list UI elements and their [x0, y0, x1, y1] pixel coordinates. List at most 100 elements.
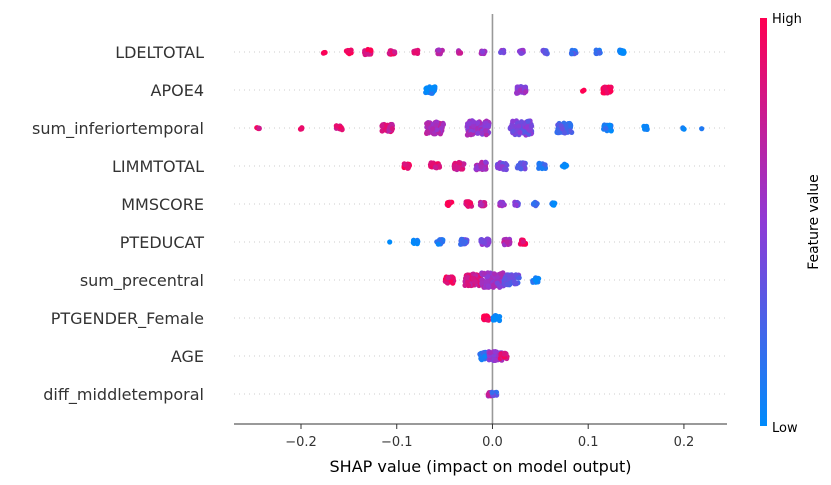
shap-point: [461, 241, 467, 247]
shap-point: [435, 241, 441, 247]
shap-point: [523, 89, 529, 95]
shap-point: [497, 200, 503, 206]
shap-point: [518, 50, 524, 56]
shap-point: [485, 283, 491, 289]
shap-point: [492, 349, 498, 355]
shap-point: [478, 164, 484, 170]
shap-point: [486, 123, 492, 129]
shap-point: [429, 85, 435, 91]
colorbar-gradient: [760, 18, 767, 426]
shap-point: [436, 47, 442, 53]
shap-point: [491, 271, 497, 277]
shap-point: [559, 126, 565, 132]
shap-point: [510, 128, 516, 134]
shap-point: [517, 87, 523, 93]
shap-point: [513, 202, 519, 208]
shap-point: [509, 272, 515, 279]
feature-labels: LDELTOTAL APOE4 sum_inferiortemporal LIMMTO…: [32, 43, 204, 405]
shap-point: [494, 280, 500, 286]
shap-point: [517, 129, 523, 136]
shap-point: [433, 122, 439, 128]
x-tick-label: −0.2: [285, 435, 317, 450]
shap-point: [581, 87, 587, 93]
shap-point: [464, 199, 470, 205]
shap-point: [436, 164, 443, 170]
shap-point: [465, 274, 471, 281]
shap-point: [520, 239, 526, 245]
shap-point: [455, 164, 461, 170]
shap-point: [430, 126, 436, 132]
feature-label: sum_inferiortemporal: [32, 119, 204, 139]
colorbar: High Low Feature value: [760, 12, 822, 436]
shap-point: [498, 49, 504, 56]
shap-point: [524, 124, 530, 130]
shap-point: [424, 121, 430, 127]
x-tick-label: 0.2: [674, 435, 695, 450]
shap-point: [513, 272, 519, 278]
x-axis-ticks: −0.2 −0.1 0.0 0.1 0.2: [285, 424, 694, 450]
shap-point: [511, 279, 517, 285]
x-tick-label: 0.1: [578, 435, 599, 450]
shap-point: [485, 391, 491, 397]
shap-point: [483, 159, 489, 165]
shap-point: [392, 49, 398, 55]
shap-point: [472, 279, 478, 285]
shap-point: [644, 126, 650, 132]
shap-point: [681, 126, 687, 132]
shap-point: [438, 125, 444, 131]
shap-point: [504, 239, 510, 245]
shap-point: [527, 128, 533, 134]
shap-point: [460, 162, 466, 168]
shap-point: [424, 129, 431, 135]
shap-point: [424, 89, 430, 95]
shap-point: [596, 49, 603, 56]
colorbar-title: Feature value: [806, 174, 822, 270]
shap-point: [542, 50, 548, 56]
shap-point: [498, 271, 504, 277]
shap-point: [491, 282, 497, 289]
shap-point: [539, 165, 545, 172]
x-axis-title: SHAP value (impact on model output): [330, 457, 632, 476]
shap-point: [608, 128, 614, 134]
shap-point: [504, 281, 511, 287]
shap-point: [516, 123, 522, 129]
feature-label: AGE: [171, 347, 204, 366]
shap-point: [413, 50, 419, 56]
shap-point: [514, 90, 520, 96]
shap-point: [561, 130, 568, 136]
shap-point: [484, 279, 490, 285]
feature-label: LDELTOTAL: [115, 43, 204, 62]
feature-label: PTGENDER_Female: [51, 309, 204, 329]
shap-point: [415, 238, 421, 244]
shap-point: [518, 119, 525, 125]
shap-point: [256, 125, 262, 131]
shap-point: [608, 88, 614, 94]
shap-point: [495, 164, 501, 170]
shap-point: [502, 166, 508, 172]
shap-point: [448, 278, 454, 284]
shap-point: [510, 118, 516, 124]
shap-point: [389, 126, 395, 132]
shap-point: [501, 351, 507, 357]
shap-point: [551, 200, 558, 206]
shap-point: [608, 84, 614, 90]
shap-point: [457, 50, 463, 56]
shap-point: [603, 125, 609, 131]
shap-point: [482, 313, 488, 319]
shap-point: [568, 123, 574, 129]
shap-point: [299, 125, 305, 131]
shap-point: [621, 48, 627, 54]
shap-point: [699, 126, 705, 132]
shap-points: [254, 46, 705, 399]
colorbar-high-label: High: [772, 12, 802, 27]
shap-point: [521, 160, 527, 167]
shap-point: [405, 165, 411, 171]
shap-point: [487, 350, 493, 356]
shap-point: [484, 274, 491, 280]
shap-point: [475, 130, 481, 136]
shap-point: [445, 275, 451, 281]
shap-point: [368, 47, 374, 54]
shap-point: [345, 48, 351, 55]
feature-label: PTEDUCAT: [120, 233, 204, 252]
